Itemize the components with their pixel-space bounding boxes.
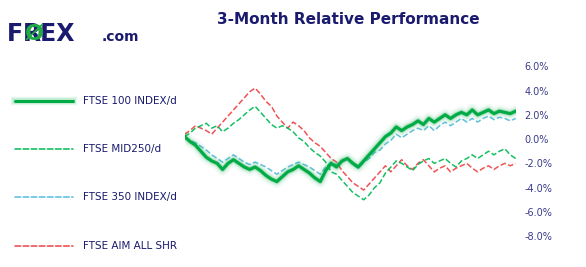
Text: FTSE AIM ALL SHR: FTSE AIM ALL SHR <box>83 241 177 250</box>
Text: 3-Month Relative Performance: 3-Month Relative Performance <box>217 12 480 27</box>
Text: F: F <box>7 22 23 46</box>
Text: Ø: Ø <box>25 24 44 44</box>
Text: FTSE 350 INDEX/d: FTSE 350 INDEX/d <box>83 193 177 202</box>
Text: .com: .com <box>102 30 139 44</box>
Text: FTSE MID250/d: FTSE MID250/d <box>83 144 161 154</box>
Text: REX: REX <box>23 22 76 46</box>
Text: FTSE 100 INDEX/d: FTSE 100 INDEX/d <box>83 96 177 106</box>
